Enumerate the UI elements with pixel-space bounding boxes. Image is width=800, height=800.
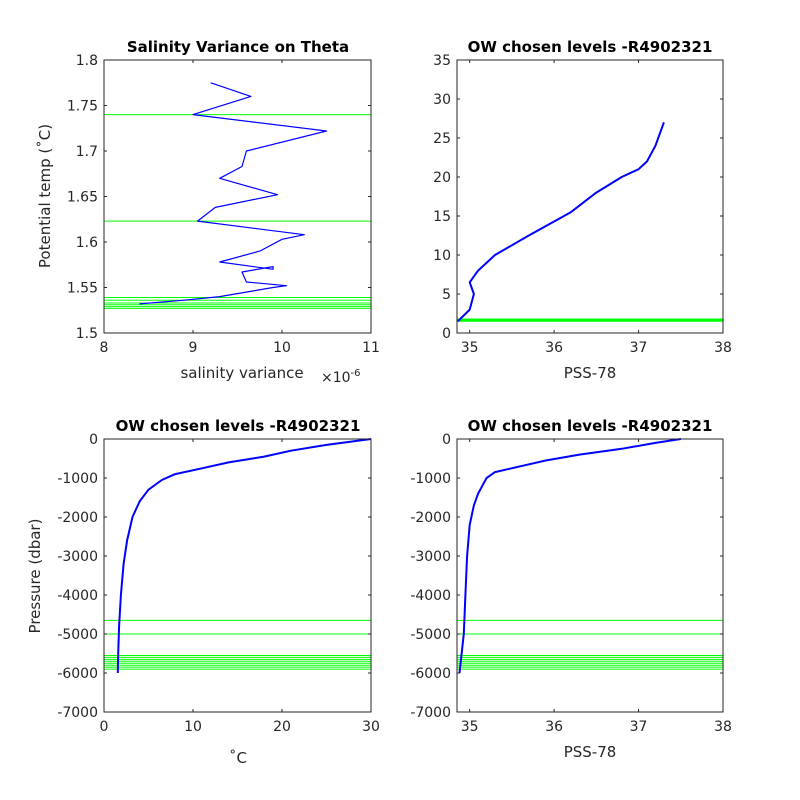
x-tick-label: 11 — [362, 340, 380, 356]
y-tick-label: -4000 — [57, 588, 98, 604]
y-tick-label: 1.8 — [76, 53, 98, 69]
y-tick-label: 35 — [433, 53, 451, 69]
series-group — [139, 82, 328, 305]
plot-area — [103, 59, 372, 334]
y-tick-label: 0 — [89, 432, 98, 448]
y-tick-label: -4000 — [410, 588, 451, 604]
y-tick-label: 5 — [442, 287, 451, 303]
axes-box — [456, 438, 724, 713]
x-axis-exponent-power: -6 — [351, 368, 361, 379]
y-tick-label: -7000 — [410, 705, 451, 721]
x-tick-label: 10 — [273, 340, 291, 356]
series-line — [139, 82, 328, 305]
chart-title: OW chosen levels -R4902321 — [468, 38, 713, 56]
x-tick-label: 8 — [100, 340, 109, 356]
y-tick-label: 0 — [442, 326, 451, 342]
panel-temperature-pressure: 0 10 20 30 -7000 -6000 -5000 -4000 -3000 -2000 -1… — [26, 417, 380, 767]
y-tick-label: -7000 — [57, 705, 98, 721]
y-tick-label: 1.65 — [67, 190, 98, 206]
panel-theta-salinity: 35 36 37 38 0 5 10 15 20 25 30 35 OW chosen levels… — [433, 38, 732, 382]
y-axis-ticks: -7000 -6000 -5000 -4000 -3000 -2000 -1000 0 — [410, 432, 723, 721]
chart-title: OW chosen levels -R4902321 — [116, 417, 361, 435]
y-tick-label: 0 — [442, 432, 451, 448]
y-tick-label: -1000 — [410, 471, 451, 487]
series-line — [116, 438, 372, 674]
x-axis-ticks: 0 10 20 30 — [100, 439, 380, 735]
y-tick-label: 1.6 — [76, 235, 98, 251]
x-axis-label: PSS-78 — [564, 364, 617, 382]
x-axis-label: salinity variance — [180, 364, 303, 382]
y-tick-label: -6000 — [410, 666, 451, 682]
x-tick-label: 38 — [714, 719, 732, 735]
y-tick-label: 1.5 — [76, 326, 98, 342]
chosen-level-lines — [457, 318, 723, 322]
chart-title: OW chosen levels -R4902321 — [468, 417, 713, 435]
x-tick-label: 35 — [461, 340, 479, 356]
series-group — [457, 122, 665, 323]
y-tick-label: 30 — [433, 92, 451, 108]
y-tick-label: -2000 — [57, 510, 98, 526]
plot-area — [103, 438, 372, 713]
y-tick-label: -1000 — [57, 471, 98, 487]
x-tick-label: 0 — [100, 719, 109, 735]
panel-salinity-pressure: 35 36 37 38 -7000-6000-5000-4000-3000-2000-… — [410, 417, 732, 761]
axes-box — [103, 59, 372, 334]
chart-title: Salinity Variance on Theta — [127, 38, 349, 56]
series-line — [457, 122, 665, 323]
y-tick-label: -6000 — [57, 666, 98, 682]
series-line — [458, 438, 681, 674]
x-tick-label: 37 — [630, 719, 648, 735]
y-tick-label: 15 — [433, 209, 451, 225]
x-axis-label: ˚C — [229, 749, 247, 767]
y-axis-ticks: -7000 -6000 -5000 -4000 -3000 -2000 -1000 0 — [57, 432, 371, 721]
y-tick-label: 1.75 — [67, 99, 98, 115]
x-axis-label: PSS-78 — [564, 743, 617, 761]
y-tick-label: -3000 — [57, 549, 98, 565]
x-tick-label: 36 — [545, 340, 563, 356]
x-tick-label: 36 — [545, 719, 563, 735]
y-tick-label: 25 — [433, 131, 451, 147]
y-axis-ticks: 0 5 10 15 20 25 30 35 — [433, 53, 723, 342]
panel-salinity-variance: 8 9 10 11 1.5 1.55 1.6 1.65 1.7 1.75 1.8 Salinity… — [36, 38, 380, 386]
y-tick-label: -5000 — [57, 627, 98, 643]
plot-area — [456, 438, 724, 713]
x-axis-exponent: ×10-6 — [321, 368, 361, 386]
x-tick-label: 35 — [461, 719, 479, 735]
y-axis-ticks: 1.5 1.55 1.6 1.65 1.7 1.75 1.8 — [67, 53, 371, 342]
x-axis-exponent-base: ×10 — [321, 370, 351, 386]
y-axis-label: Pressure (dbar) — [26, 519, 44, 634]
y-tick-label: 20 — [433, 170, 451, 186]
x-tick-label: 10 — [184, 719, 202, 735]
chosen-level-lines — [457, 619, 723, 670]
series-group — [116, 438, 372, 674]
y-tick-label: 10 — [433, 248, 451, 264]
y-tick-label: -3000 — [410, 549, 451, 565]
y-tick-label: 1.55 — [67, 281, 98, 297]
y-tick-label: -2000 — [410, 510, 451, 526]
series-group — [458, 438, 681, 674]
axes-box — [103, 438, 372, 713]
y-tick-label: -5000 — [410, 627, 451, 643]
x-tick-label: 37 — [630, 340, 648, 356]
y-tick-label: 1.7 — [76, 144, 98, 160]
x-tick-label: 30 — [362, 719, 380, 735]
x-tick-label: 9 — [189, 340, 198, 356]
axes-box — [456, 59, 724, 334]
x-tick-label: 38 — [714, 340, 732, 356]
x-tick-label: 20 — [273, 719, 291, 735]
y-axis-label: Potential temp (˚C) — [36, 124, 54, 268]
chosen-level-lines — [104, 619, 371, 670]
